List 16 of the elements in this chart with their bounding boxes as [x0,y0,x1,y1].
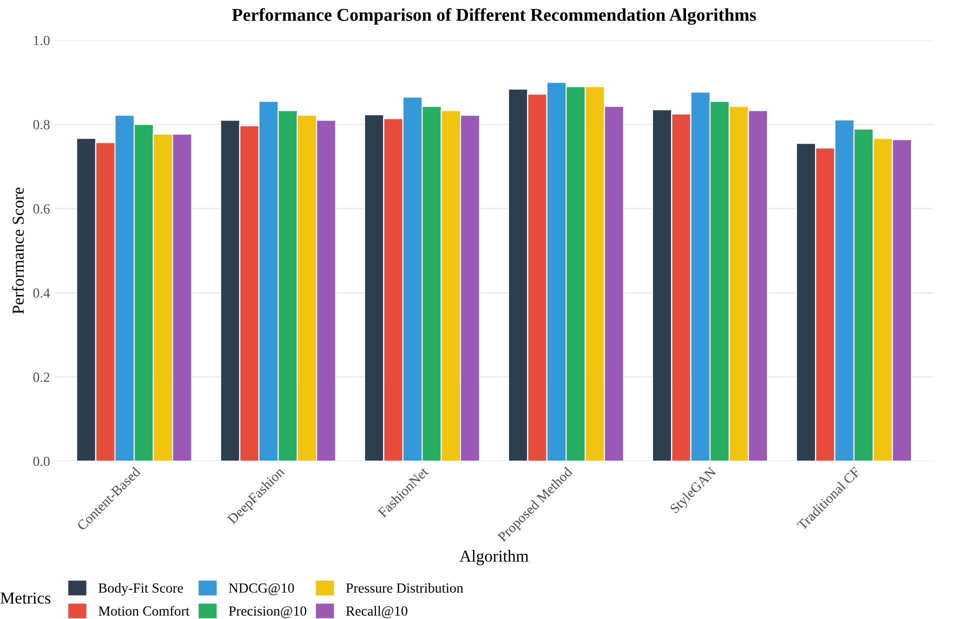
y-axis-title: Performance Score [12,188,24,314]
legend-label: Body-Fit Score [98,582,183,596]
y-tick-label: 1.0 [34,36,50,46]
legend-label: Motion Comfort [98,606,190,616]
y-tick-label: 0.0 [33,456,50,466]
chart-title: Performance Comparison of Different Recommendation Algorithms [232,8,756,25]
legend-label: Pressure Distribution [346,582,464,593]
legend-label: NDCG@10 [228,583,294,596]
legend-label: Recall@10 [346,606,408,618]
x-axis-title: Algorithm [460,550,529,566]
y-tick-label: 0.6 [33,204,50,214]
legend-label: Precision@10 [228,606,306,618]
y-tick-label: 0.4 [33,288,50,298]
y-tick-label: 0.8 [33,120,50,130]
legend-title: Metrics [0,592,50,604]
y-tick-label: 0.2 [33,372,50,382]
